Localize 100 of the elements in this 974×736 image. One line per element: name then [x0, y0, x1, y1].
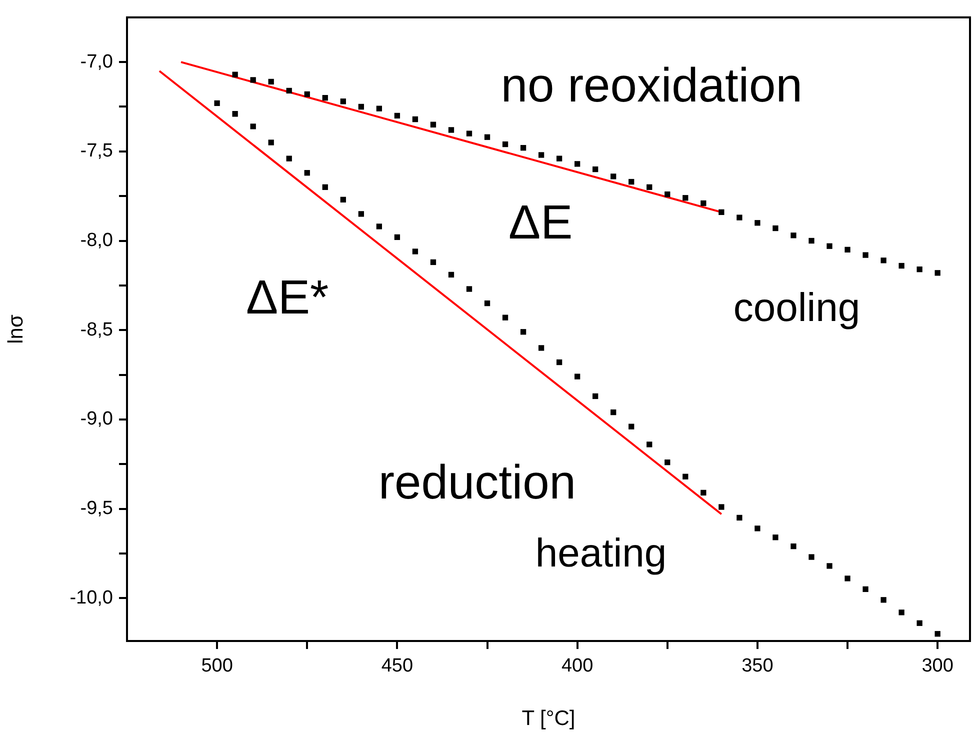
point: [610, 174, 616, 180]
point: [916, 266, 922, 272]
point: [664, 459, 670, 466]
point: [286, 156, 292, 162]
point: [736, 514, 742, 521]
point: [610, 409, 616, 416]
point: [754, 220, 760, 226]
point: [880, 258, 886, 264]
point: [322, 94, 328, 101]
y-tick-label: -10,0: [70, 587, 113, 608]
point: [826, 563, 832, 569]
point: [826, 243, 832, 249]
point: [502, 141, 508, 148]
x-tick-label: 300: [922, 656, 954, 677]
point: [556, 359, 562, 366]
annotation: cooling: [733, 286, 860, 330]
point: [628, 424, 634, 430]
point: [448, 127, 454, 133]
point: [844, 576, 850, 582]
point: [592, 166, 598, 172]
x-axis-title: T [°C]: [522, 707, 576, 730]
point: [700, 490, 706, 496]
point: [646, 442, 652, 448]
point: [376, 224, 382, 230]
point: [214, 100, 220, 106]
point: [538, 152, 544, 158]
x-tick-label: 350: [742, 656, 774, 677]
point: [862, 252, 868, 258]
annotation: no reoxidation: [500, 60, 802, 113]
point: [412, 248, 418, 254]
point: [340, 196, 346, 202]
point: [520, 329, 526, 335]
point: [268, 140, 274, 146]
point: [466, 130, 472, 136]
point: [466, 286, 472, 292]
point: [934, 270, 940, 276]
y-tick-label: -9,0: [80, 408, 113, 430]
point: [394, 234, 400, 240]
point: [538, 345, 544, 351]
point: [232, 111, 238, 117]
point: [304, 91, 310, 98]
point: [880, 597, 886, 603]
point: [574, 374, 580, 380]
point: [502, 314, 508, 320]
point: [682, 195, 688, 201]
point: [808, 238, 814, 244]
point: [916, 620, 922, 626]
point: [394, 112, 400, 119]
x-tick-label: 500: [201, 656, 233, 677]
point: [592, 393, 598, 400]
point: [268, 78, 274, 85]
point: [358, 104, 364, 110]
point: [718, 504, 724, 510]
point: [664, 191, 670, 198]
point: [898, 610, 904, 616]
y-tick-label: -7,0: [80, 51, 113, 72]
point: [556, 156, 562, 162]
point: [772, 534, 778, 540]
point: [250, 124, 256, 130]
x-tick-label: 400: [561, 656, 594, 677]
point: [520, 145, 526, 151]
annotation: ΔE: [508, 196, 573, 250]
point: [682, 474, 688, 480]
point: [412, 116, 418, 122]
point: [790, 543, 796, 550]
annotation: reduction: [378, 456, 576, 510]
point: [808, 554, 814, 560]
point: [286, 88, 292, 94]
point: [934, 631, 940, 637]
point: [484, 300, 490, 306]
point: [340, 98, 346, 104]
point: [430, 122, 436, 128]
point: [898, 262, 904, 269]
y-axis-title: lnσ: [4, 314, 28, 344]
x-tick-label: 450: [381, 656, 414, 677]
point: [574, 161, 580, 167]
point: [844, 246, 850, 253]
point: [322, 184, 328, 190]
point: [304, 170, 310, 176]
y-tick-label: -9,5: [80, 498, 113, 520]
point: [736, 214, 742, 220]
point: [430, 259, 436, 266]
point: [448, 272, 454, 278]
point: [484, 134, 490, 140]
point: [250, 77, 256, 83]
y-tick-label: -7,5: [80, 140, 113, 162]
y-tick-label: -8,5: [80, 319, 113, 340]
point: [700, 200, 706, 206]
point: [772, 225, 778, 232]
point: [232, 72, 238, 78]
point: [754, 526, 760, 532]
point: [358, 211, 364, 217]
point: [646, 184, 652, 190]
point: [790, 232, 796, 238]
annotation: heating: [535, 532, 667, 576]
y-tick-label: -8,0: [80, 230, 113, 251]
point: [628, 178, 634, 185]
point: [376, 106, 382, 112]
point: [718, 209, 724, 215]
annotation: ΔE*: [246, 272, 329, 325]
